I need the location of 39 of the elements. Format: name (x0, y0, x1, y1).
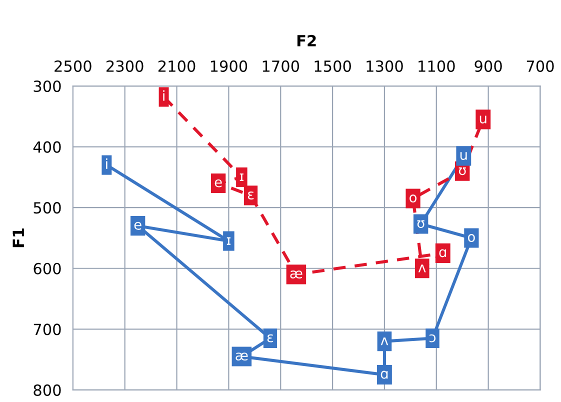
x-tick-label: 1100 (418, 60, 455, 72)
y-tick-label: 700 (34, 324, 61, 336)
x-tick-label: 1900 (210, 60, 248, 72)
data-label: u (460, 152, 467, 160)
x-tick-label: 700 (526, 60, 554, 72)
data-label: ɛ (267, 334, 274, 342)
data-label: i (163, 90, 164, 101)
x-tick-label: 2100 (158, 60, 196, 72)
data-label: ɑ (380, 370, 388, 379)
x-tick-label: 2300 (106, 60, 144, 72)
data-label: i (106, 158, 108, 169)
data-label: ɔ (430, 334, 436, 342)
x-tick-label: 1500 (314, 60, 351, 72)
y-tick-label: 400 (33, 141, 61, 153)
y-tick-label: 500 (34, 202, 61, 214)
data-label: ɪ (240, 173, 244, 182)
x-tick-label: 900 (474, 60, 502, 72)
data-label: ʊ (458, 167, 466, 176)
data-label: æ (290, 270, 302, 278)
data-label: ʌ (380, 338, 388, 346)
y-tick-label: 600 (34, 262, 61, 274)
data-label: ɪ (226, 237, 230, 245)
data-label: ɑ (439, 249, 446, 258)
data-label: e (214, 179, 222, 188)
data-label: e (134, 222, 142, 230)
data-label: ʊ (417, 220, 424, 228)
y-tick-label: 300 (34, 80, 61, 92)
data-label: u (480, 116, 486, 124)
x-tick-label: 1300 (366, 60, 403, 72)
x-tick-label: 1700 (262, 60, 300, 72)
data-label: æ (236, 352, 248, 361)
data-label: ɛ (248, 191, 254, 200)
y-axis-title: F1 (12, 228, 24, 248)
x-tick-label: 2500 (54, 60, 92, 72)
x-axis-title: F2 (297, 34, 316, 46)
data-label: ʌ (418, 264, 426, 272)
y-tick-label: 800 (34, 384, 61, 396)
data-label: o (468, 234, 475, 242)
data-label: o (410, 194, 417, 203)
